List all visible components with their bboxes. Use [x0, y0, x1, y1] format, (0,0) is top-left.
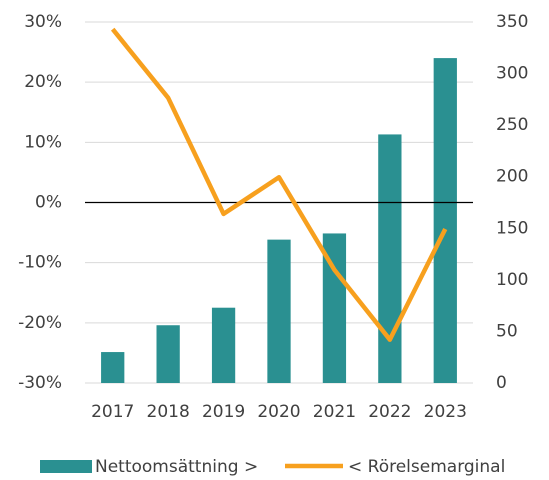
y-tick-label: -20%: [18, 313, 62, 333]
y2-tick-label: 50: [496, 321, 518, 341]
y-tick-label: -30%: [18, 373, 62, 393]
bar: [211, 307, 236, 383]
line: [110, 27, 448, 342]
y2-tick-label: 100: [496, 270, 528, 290]
legend-label: Nettoomsättning >: [95, 457, 258, 477]
x-tick-label: 2021: [313, 402, 356, 422]
y2-tick-label: 0: [496, 373, 507, 393]
y-tick-label: 10%: [24, 132, 62, 152]
x-tick-label: 2020: [257, 402, 300, 422]
y2-tick-label: 200: [496, 167, 528, 187]
x-tick-label: 2022: [368, 402, 411, 422]
y-tick-label: 20%: [24, 72, 62, 92]
bar: [378, 134, 402, 383]
y-tick-label: 30%: [24, 12, 62, 32]
bar: [433, 58, 457, 383]
x-tick-label: 2019: [202, 402, 245, 422]
bar: [322, 233, 347, 383]
legend-label: < Rörelsemarginal: [348, 457, 505, 477]
y-tick-label: 0%: [35, 193, 62, 213]
x-tick-label: 2023: [424, 402, 467, 422]
bar: [156, 325, 180, 383]
y2-tick-label: 250: [496, 115, 528, 135]
y-tick-label: -10%: [18, 253, 62, 273]
bar: [267, 239, 291, 383]
y2-tick-label: 350: [496, 12, 528, 32]
x-tick-label: 2018: [147, 402, 190, 422]
bar: [101, 352, 125, 383]
y2-tick-label: 300: [496, 64, 528, 84]
x-tick-label: 2017: [91, 402, 134, 422]
legend-swatch: [40, 460, 92, 473]
y2-tick-label: 150: [496, 218, 528, 238]
